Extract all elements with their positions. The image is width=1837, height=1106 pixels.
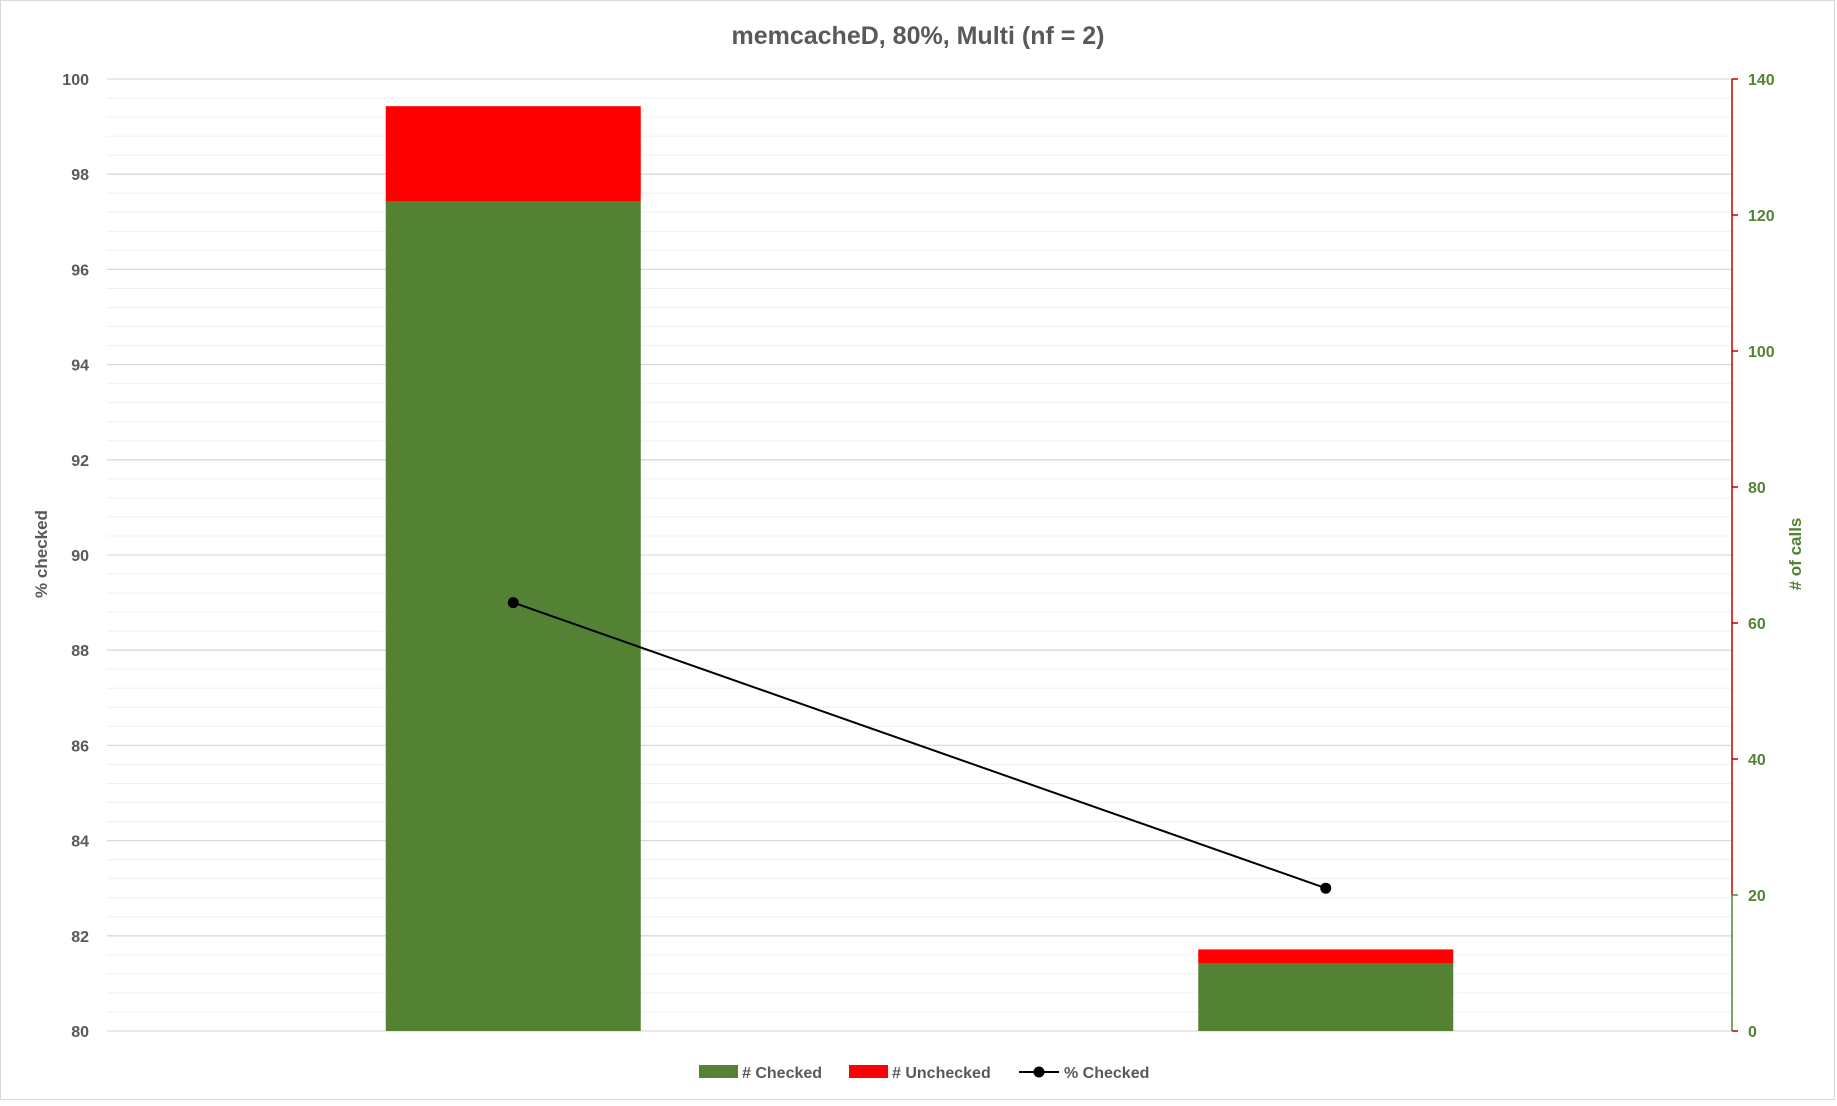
y-right-axis-label: # of calls — [1786, 518, 1805, 591]
y-left-tick-label: 98 — [71, 167, 89, 184]
line-point — [1320, 882, 1332, 894]
legend-item: # Checked — [699, 1065, 822, 1082]
legend-swatch — [849, 1065, 888, 1078]
legend-label: # Unchecked — [892, 1065, 991, 1082]
y-right-tick-label: 80 — [1748, 480, 1766, 497]
y-left-tick-label: 94 — [71, 358, 89, 375]
bar-checked — [1198, 963, 1454, 1031]
axes-layer: 80 82 84 86 88 90 92 94 96 98 100 0 20 40 60 80 100 120 14… — [62, 72, 1775, 1041]
line-point — [507, 597, 519, 609]
bar-checked — [385, 201, 641, 1031]
y-right-tick-label: 40 — [1748, 752, 1766, 769]
y-left-tick-label: 96 — [71, 262, 89, 279]
legend: # Checked # Unchecked % Checked — [699, 1065, 1149, 1082]
legend-item: # Unchecked — [849, 1065, 991, 1082]
y-left-tick-label: 92 — [71, 453, 89, 470]
line-checked-percent — [512, 601, 1327, 890]
y-right-tick-label: 120 — [1748, 208, 1775, 225]
y-left-tick-label: 84 — [71, 834, 89, 851]
grid-layer — [107, 78, 1732, 1032]
line-layer — [507, 597, 1332, 894]
legend-item: % Checked — [1019, 1065, 1149, 1082]
y-left-tick-label: 86 — [71, 738, 89, 755]
legend-swatch — [699, 1065, 738, 1078]
y-left-tick-label: 90 — [71, 548, 89, 565]
y-right-tick-label: 20 — [1748, 888, 1766, 905]
y-right-tick-label: 0 — [1748, 1024, 1757, 1041]
bar-unchecked — [1198, 949, 1454, 963]
y-left-tick-label: 100 — [62, 72, 89, 89]
y-right-tick-label: 140 — [1748, 72, 1775, 89]
y-left-tick-label: 80 — [71, 1024, 89, 1041]
y-left-tick-label: 88 — [71, 643, 89, 660]
y-left-tick-label: 82 — [71, 929, 89, 946]
y-right-tick-label: 100 — [1748, 344, 1775, 361]
legend-label: # Checked — [742, 1065, 822, 1082]
y-right-tick-label: 60 — [1748, 616, 1766, 633]
chart-title: memcacheD, 80%, Multi (nf = 2) — [731, 22, 1104, 50]
y-left-axis-label: % checked — [32, 510, 51, 598]
bars-layer — [385, 106, 1454, 1031]
legend-label: % Checked — [1064, 1065, 1149, 1082]
bar-unchecked — [385, 106, 641, 202]
legend-marker — [1033, 1066, 1045, 1078]
